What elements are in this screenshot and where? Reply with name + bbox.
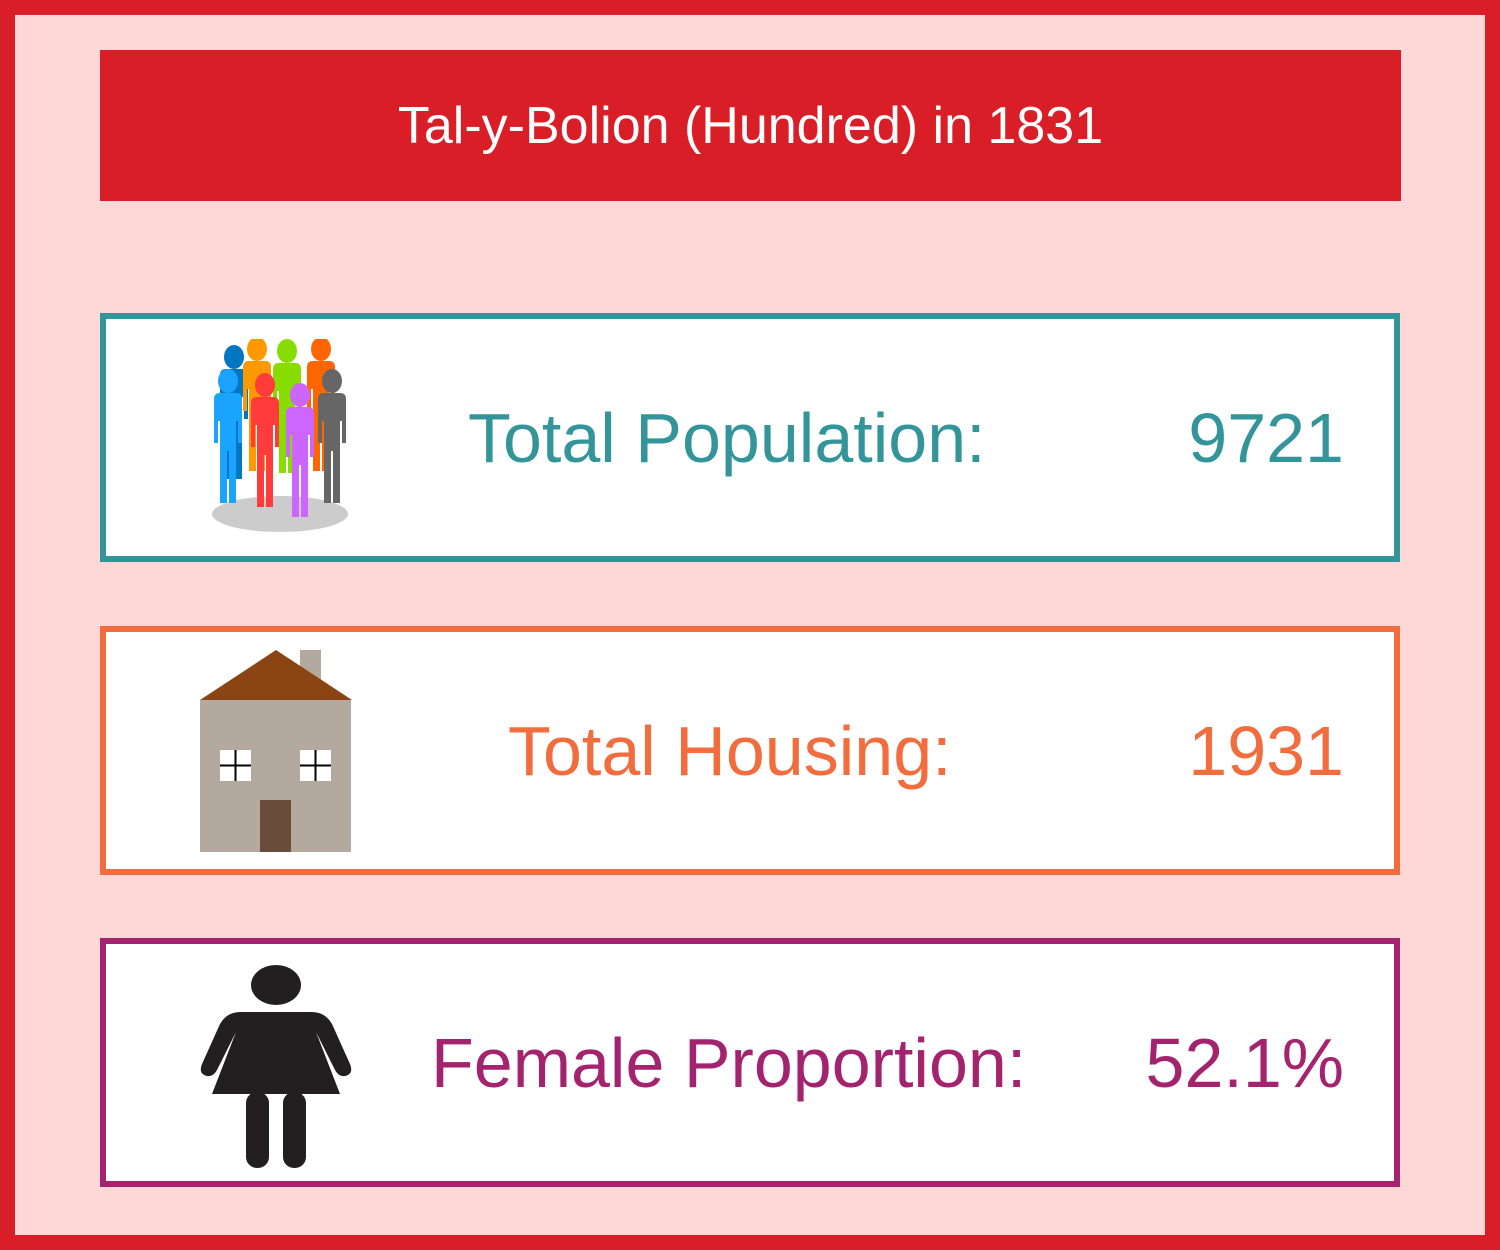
female-icon <box>200 965 352 1168</box>
housing-value: 1931 <box>1188 711 1344 790</box>
people-group-icon <box>212 339 348 532</box>
person-figure <box>318 369 346 503</box>
female-value: 52.1% <box>1145 1023 1344 1102</box>
population-label: Total Population: <box>468 398 986 477</box>
person-figure <box>214 369 242 503</box>
female-card: Female Proportion: 52.1% <box>100 938 1400 1187</box>
population-card: Total Population: 9721 <box>100 313 1400 562</box>
population-value: 9721 <box>1188 398 1344 477</box>
house-icon <box>200 650 352 852</box>
female-label: Female Proportion: <box>431 1023 1027 1102</box>
person-figure <box>286 383 314 517</box>
housing-label: Total Housing: <box>508 711 952 790</box>
person-figure <box>251 373 279 507</box>
page-title: Tal-y-Bolion (Hundred) in 1831 <box>100 50 1401 201</box>
housing-card: Total Housing: 1931 <box>100 626 1400 875</box>
